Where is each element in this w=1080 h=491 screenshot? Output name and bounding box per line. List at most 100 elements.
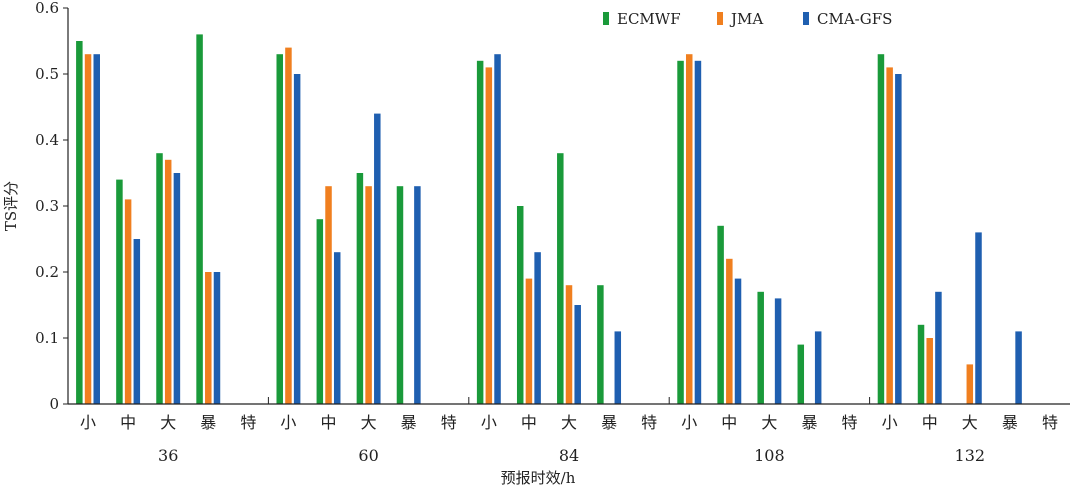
- x-category-label: 特: [441, 413, 457, 432]
- x-category-label: 大: [962, 413, 978, 432]
- bar-jma-108-0: [685, 54, 693, 404]
- bar-ecmwf-108-2: [757, 291, 764, 404]
- bar-cma-gfs-60-1: [333, 252, 341, 404]
- x-category-label: 中: [521, 413, 537, 432]
- bar-jma-84-0: [485, 67, 493, 405]
- x-category-label: 特: [1042, 413, 1058, 432]
- bar-ecmwf-60-3: [396, 186, 404, 404]
- x-category-label: 小: [280, 413, 296, 432]
- bars-layer: [76, 34, 1022, 405]
- x-category-label: 暴: [401, 413, 417, 432]
- bar-ecmwf-108-3: [797, 344, 805, 404]
- bar-jma-132-2: [966, 364, 974, 404]
- bar-cma-gfs-60-0: [293, 74, 301, 404]
- bar-jma-36-1: [124, 199, 132, 404]
- bar-ecmwf-84-0: [476, 60, 484, 405]
- bar-ecmwf-84-2: [557, 153, 564, 404]
- x-category-label: 中: [321, 413, 337, 432]
- x-group-label: 36: [158, 446, 178, 465]
- bar-ecmwf-60-0: [276, 54, 283, 404]
- y-tick-label: 0.1: [35, 329, 59, 347]
- bar-cma-gfs-132-3: [1015, 331, 1022, 404]
- x-category-label: 特: [641, 413, 657, 432]
- bar-ecmwf-60-1: [316, 219, 324, 404]
- y-axis-title: TS评分: [2, 181, 20, 231]
- y-ticks: 0 0.1 0.2 0.3 0.4 0.5 0.6: [35, 0, 68, 413]
- x-category-label: 小: [481, 413, 497, 432]
- bar-jma-132-0: [886, 67, 893, 405]
- bar-jma-108-1: [726, 258, 733, 404]
- bar-cma-gfs-36-3: [213, 272, 221, 404]
- bar-jma-60-1: [325, 186, 332, 404]
- x-group-label: 132: [955, 446, 986, 465]
- bar-ecmwf-36-0: [76, 41, 83, 404]
- bar-ecmwf-60-2: [356, 173, 364, 404]
- x-category-labels: 小中大暴特小中大暴特小中大暴特小中大暴特小中大暴特: [80, 397, 1058, 432]
- bar-ecmwf-36-1: [116, 179, 123, 404]
- x-category-label: 特: [240, 413, 256, 432]
- bar-cma-gfs-84-1: [534, 252, 541, 404]
- bar-ecmwf-132-0: [877, 54, 885, 404]
- x-category-label: 特: [842, 413, 858, 432]
- bar-cma-gfs-36-0: [93, 54, 100, 404]
- legend-swatch-ecmwf: [603, 12, 609, 25]
- bar-cma-gfs-132-1: [935, 291, 942, 404]
- x-category-label: 大: [361, 413, 377, 432]
- bar-cma-gfs-36-2: [173, 173, 181, 404]
- bar-cma-gfs-108-0: [694, 60, 702, 405]
- x-group-label: 108: [754, 446, 785, 465]
- x-category-label: 中: [721, 413, 737, 432]
- legend-swatch-jma: [717, 12, 723, 25]
- bar-cma-gfs-132-2: [975, 232, 982, 404]
- x-category-label: 暴: [1002, 413, 1018, 432]
- y-tick-label: 0.4: [35, 131, 59, 149]
- y-tick-label: 0.3: [35, 197, 59, 215]
- bar-ecmwf-108-0: [677, 60, 684, 405]
- legend-label-ecmwf: ECMWF: [617, 10, 681, 28]
- x-category-label: 大: [761, 413, 777, 432]
- x-category-label: 大: [561, 413, 577, 432]
- y-tick-label: 0.5: [35, 65, 59, 83]
- x-category-label: 小: [80, 413, 96, 432]
- y-tick-label: 0: [49, 395, 59, 413]
- bar-ecmwf-84-3: [597, 285, 604, 404]
- bar-jma-36-3: [205, 272, 212, 404]
- x-category-label: 大: [160, 413, 176, 432]
- x-axis-title: 预报时效/h: [501, 469, 576, 487]
- bar-cma-gfs-108-3: [814, 331, 822, 404]
- y-tick-label: 0.2: [35, 263, 59, 281]
- bar-ecmwf-108-1: [717, 225, 724, 404]
- x-category-label: 暴: [601, 413, 617, 432]
- legend-label-jma: JMA: [729, 10, 763, 28]
- x-category-label: 暴: [801, 413, 817, 432]
- bar-cma-gfs-108-2: [774, 298, 782, 404]
- bar-cma-gfs-84-0: [494, 54, 501, 404]
- bar-ecmwf-36-2: [156, 153, 163, 404]
- x-group-labels: 36 60 84 108 132: [158, 446, 985, 465]
- bar-cma-gfs-60-2: [374, 113, 381, 404]
- x-group-label: 60: [358, 446, 378, 465]
- legend: ECMWF JMA CMA-GFS: [603, 10, 892, 28]
- bar-cma-gfs-132-0: [895, 74, 902, 404]
- bar-cma-gfs-108-1: [734, 278, 742, 404]
- bar-jma-84-1: [525, 278, 533, 404]
- bar-cma-gfs-84-3: [614, 331, 622, 404]
- x-category-label: 中: [120, 413, 136, 432]
- bar-jma-36-2: [164, 159, 172, 404]
- y-tick-label: 0.6: [35, 0, 59, 17]
- bar-jma-36-0: [84, 54, 92, 404]
- x-category-label: 小: [681, 413, 697, 432]
- x-group-label: 84: [559, 446, 579, 465]
- bar-ecmwf-36-3: [196, 34, 203, 405]
- x-category-label: 暴: [200, 413, 216, 432]
- bar-jma-84-2: [565, 285, 573, 404]
- bar-cma-gfs-84-2: [574, 305, 581, 404]
- bar-cma-gfs-36-1: [133, 239, 141, 404]
- bar-jma-60-0: [285, 47, 292, 404]
- bar-cma-gfs-60-3: [414, 186, 421, 404]
- bar-ecmwf-132-1: [917, 324, 925, 404]
- bar-ecmwf-84-1: [516, 206, 524, 404]
- legend-swatch-cma-gfs: [803, 12, 809, 25]
